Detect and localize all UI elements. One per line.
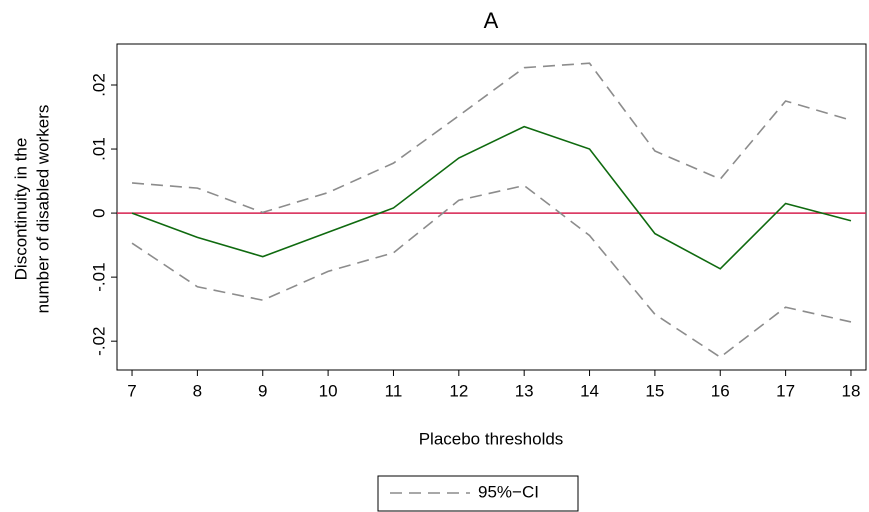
x-tick-label: 8 bbox=[193, 381, 202, 400]
x-tick-label: 17 bbox=[776, 381, 795, 400]
x-tick-label: 9 bbox=[258, 381, 267, 400]
y-tick-label: .01 bbox=[89, 137, 108, 161]
y-tick-label: .02 bbox=[89, 73, 108, 97]
x-tick-label: 11 bbox=[385, 381, 403, 400]
series-line bbox=[131, 62, 852, 214]
y-tick-label: 0 bbox=[89, 208, 108, 217]
y-tick-label: -.02 bbox=[89, 327, 108, 356]
legend-label: 95%−CI bbox=[478, 482, 539, 501]
chart-title: A bbox=[484, 8, 499, 33]
x-tick-label: 15 bbox=[645, 381, 664, 400]
x-tick-label: 7 bbox=[127, 381, 136, 400]
x-tick-label: 16 bbox=[711, 381, 730, 400]
y-axis-label: number of disabled workers bbox=[33, 105, 52, 314]
y-tick-label: -.01 bbox=[89, 262, 108, 291]
series-line bbox=[131, 184, 852, 359]
x-tick-label: 10 bbox=[319, 381, 338, 400]
x-axis-label: Placebo thresholds bbox=[419, 429, 564, 448]
x-tick-label: 14 bbox=[580, 381, 599, 400]
x-tick-label: 12 bbox=[449, 381, 468, 400]
x-tick-label: 13 bbox=[515, 381, 534, 400]
y-axis-label: Discontinuity in the bbox=[11, 138, 30, 281]
x-tick-label: 18 bbox=[842, 381, 861, 400]
series-line bbox=[131, 125, 852, 270]
plot-frame bbox=[116, 43, 867, 371]
